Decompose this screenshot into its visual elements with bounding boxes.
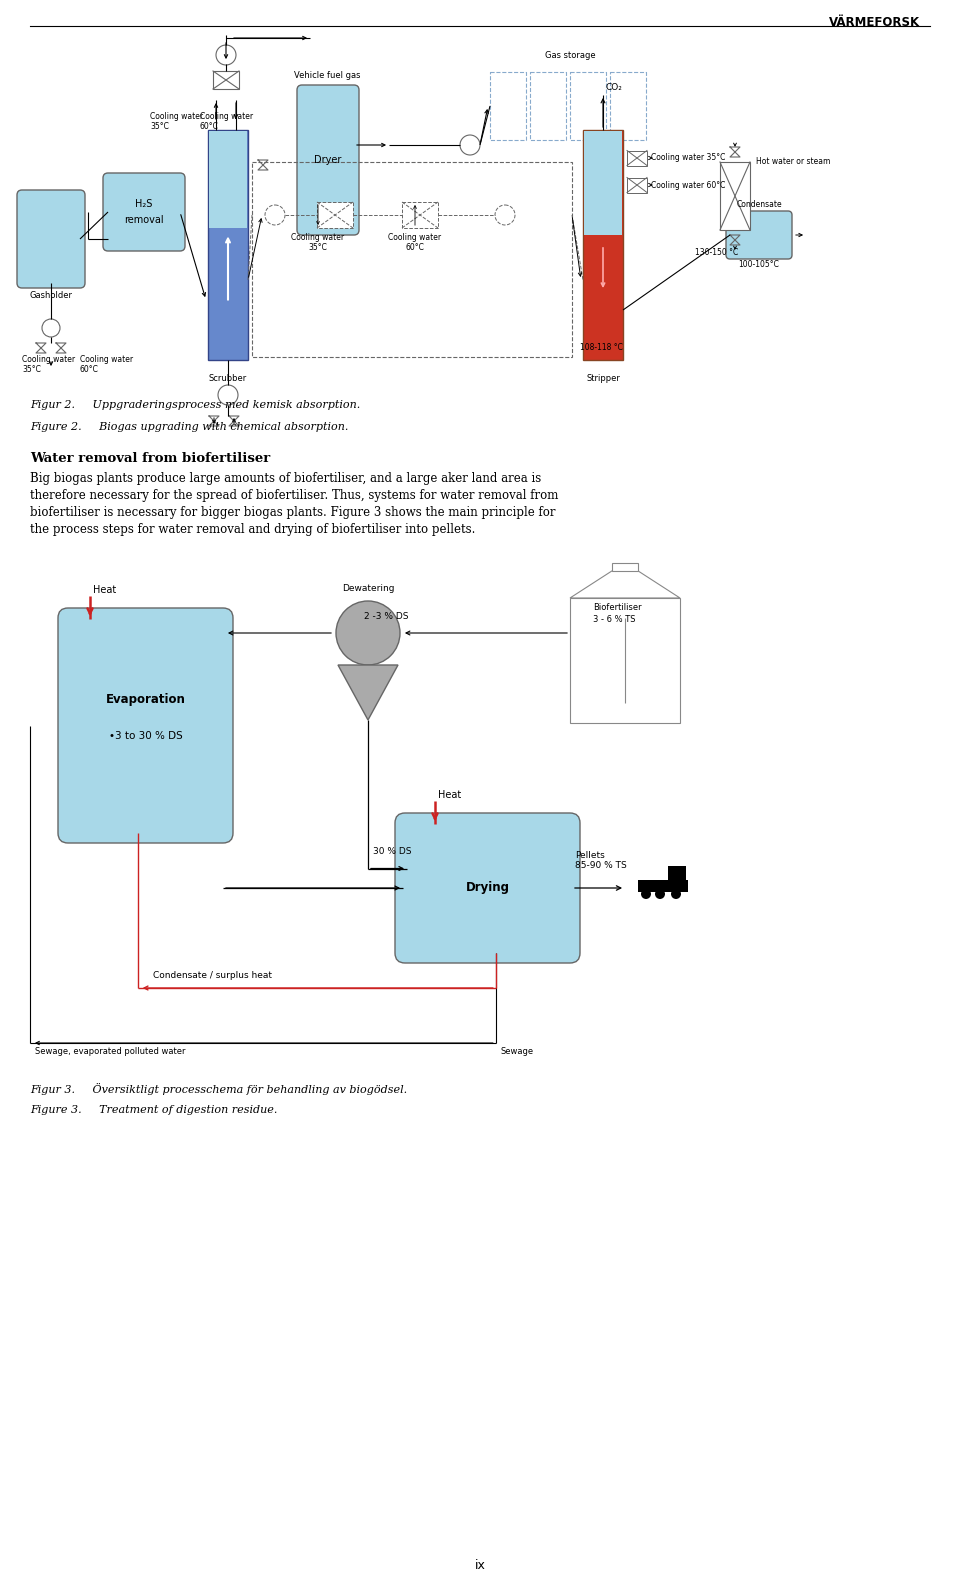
Text: Gas storage: Gas storage	[544, 51, 595, 60]
Text: 108-118 °C: 108-118 °C	[580, 343, 623, 353]
Bar	[208, 130, 248, 360]
Circle shape	[495, 205, 515, 225]
Bar	[209, 130, 247, 227]
Text: ix: ix	[474, 1559, 486, 1572]
Bar	[402, 202, 438, 229]
Text: Cooling water
35°C: Cooling water 35°C	[292, 233, 345, 252]
Text: Cooling water
35°C: Cooling water 35°C	[22, 356, 75, 375]
Bar	[627, 178, 647, 192]
Circle shape	[218, 384, 238, 405]
Text: 3 - 6 % TS: 3 - 6 % TS	[593, 615, 636, 624]
Text: 100-105°C: 100-105°C	[738, 260, 780, 268]
Text: Cooling water
60°C: Cooling water 60°C	[80, 356, 133, 375]
Text: Heat: Heat	[438, 789, 461, 800]
Text: CO₂: CO₂	[606, 84, 623, 92]
Text: Sewage, evaporated polluted water: Sewage, evaporated polluted water	[35, 1046, 185, 1056]
FancyBboxPatch shape	[103, 173, 185, 251]
Bar	[213, 71, 239, 89]
Text: Figure 3.     Treatment of digestion residue.: Figure 3. Treatment of digestion residue…	[30, 1105, 277, 1115]
Bar	[610, 71, 646, 140]
FancyBboxPatch shape	[726, 211, 792, 259]
Text: 30 % DS: 30 % DS	[373, 848, 412, 856]
Text: Figur 3.     Översiktligt processchema för behandling av biogödsel.: Figur 3. Översiktligt processchema för b…	[30, 1083, 407, 1096]
Text: H₂S: H₂S	[135, 198, 153, 210]
Bar	[627, 151, 647, 165]
Text: 2 -3 % DS: 2 -3 % DS	[364, 611, 408, 621]
Circle shape	[336, 600, 400, 665]
Circle shape	[671, 889, 681, 899]
Text: Condensate / surplus heat: Condensate / surplus heat	[153, 970, 272, 980]
FancyBboxPatch shape	[297, 86, 359, 235]
Text: 130-150 °C: 130-150 °C	[695, 248, 738, 257]
Circle shape	[655, 889, 665, 899]
Text: Gasholder: Gasholder	[30, 291, 73, 300]
Text: therefore necessary for the spread of biofertiliser. Thus, systems for water rem: therefore necessary for the spread of bi…	[30, 489, 559, 502]
FancyBboxPatch shape	[17, 191, 85, 287]
Text: Cooling water
60°C: Cooling water 60°C	[200, 113, 253, 132]
Polygon shape	[570, 572, 680, 599]
Text: Water removal from biofertiliser: Water removal from biofertiliser	[30, 453, 271, 465]
Text: Figure 2.     Biogas upgrading with chemical absorption.: Figure 2. Biogas upgrading with chemical…	[30, 422, 348, 432]
Text: Sewage: Sewage	[501, 1046, 534, 1056]
Text: Dryer: Dryer	[314, 156, 342, 165]
Text: Condensate: Condensate	[736, 200, 781, 210]
Text: Figur 2.     Uppgraderingsprocess med kemisk absorption.: Figur 2. Uppgraderingsprocess med kemisk…	[30, 400, 360, 410]
Text: Evaporation: Evaporation	[106, 694, 185, 707]
Text: Cooling water 35°C: Cooling water 35°C	[651, 154, 726, 162]
Text: the process steps for water removal and drying of biofertiliser into pellets.: the process steps for water removal and …	[30, 522, 475, 537]
Bar	[252, 162, 572, 357]
Polygon shape	[338, 665, 398, 719]
Text: Cooling water
60°C: Cooling water 60°C	[389, 233, 442, 252]
FancyBboxPatch shape	[395, 813, 580, 962]
Text: Cooling water
35°C: Cooling water 35°C	[150, 113, 204, 132]
Text: Drying: Drying	[466, 881, 510, 894]
FancyBboxPatch shape	[58, 608, 233, 843]
Circle shape	[641, 889, 651, 899]
Circle shape	[265, 205, 285, 225]
Text: •3 to 30 % DS: •3 to 30 % DS	[108, 730, 182, 742]
Text: Scrubber: Scrubber	[209, 375, 247, 383]
Bar	[317, 202, 353, 229]
Circle shape	[42, 319, 60, 337]
Bar	[720, 162, 750, 230]
Circle shape	[216, 44, 236, 65]
Text: biofertiliser is necessary for bigger biogas plants. Figure 3 shows the main pri: biofertiliser is necessary for bigger bi…	[30, 507, 556, 519]
Bar	[490, 71, 526, 140]
Text: Pellets
85-90 % TS: Pellets 85-90 % TS	[575, 851, 627, 870]
Bar	[570, 71, 606, 140]
Text: Vehicle fuel gas: Vehicle fuel gas	[294, 71, 361, 81]
Text: Cooling water 60°C: Cooling water 60°C	[651, 181, 726, 189]
Text: Heat: Heat	[93, 584, 116, 596]
Bar	[530, 71, 566, 140]
Text: Dewatering: Dewatering	[342, 584, 395, 592]
Circle shape	[460, 135, 480, 156]
Bar	[570, 599, 680, 723]
Bar	[584, 130, 622, 235]
Bar	[612, 564, 638, 572]
Text: Stripper: Stripper	[586, 375, 620, 383]
Text: VÄRMEFORSK: VÄRMEFORSK	[828, 16, 920, 29]
Text: Biofertiliser: Biofertiliser	[593, 603, 641, 611]
Bar	[668, 865, 686, 888]
Bar	[638, 880, 688, 892]
Bar	[583, 130, 623, 360]
Text: removal: removal	[124, 214, 164, 225]
Text: Hot water or steam: Hot water or steam	[756, 157, 830, 167]
Text: Big biogas plants produce large amounts of biofertiliser, and a large aker land : Big biogas plants produce large amounts …	[30, 472, 541, 484]
